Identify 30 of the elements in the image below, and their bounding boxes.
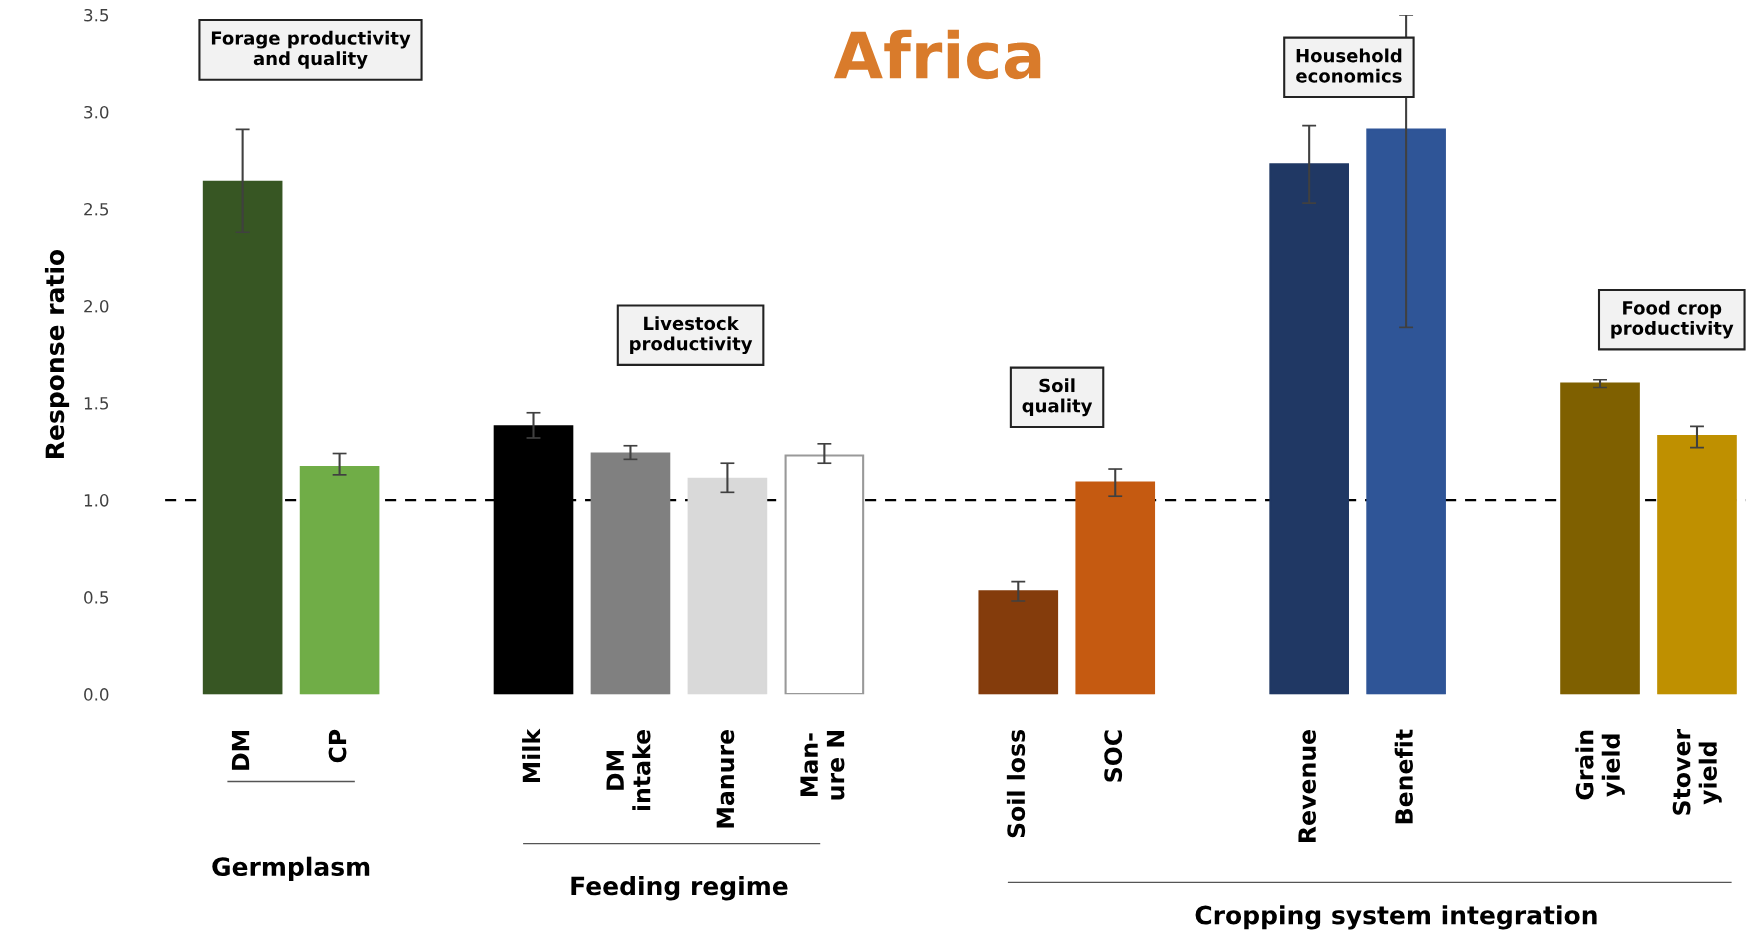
- x-tick-label: SOC: [1104, 730, 1123, 782]
- annotation: Forage productivity and quality: [211, 30, 411, 69]
- x-tick-label: Soil loss: [1006, 729, 1026, 838]
- x-tick-label: CP: [328, 729, 347, 763]
- x-tick-label: Stover yield: [1672, 728, 1722, 815]
- y-tick-label: 2.5: [84, 202, 109, 216]
- x-tick-label: Grain yield: [1575, 730, 1625, 800]
- annotation: Soil quality: [1022, 378, 1093, 417]
- annotation: Food crop productivity: [1611, 300, 1734, 339]
- y-tick-label: 0.0: [84, 688, 109, 701]
- x-tick-label: DM: [231, 731, 250, 770]
- annotation: Livestock productivity: [630, 316, 753, 355]
- chart-title: Africa: [833, 29, 1041, 80]
- y-tick-label: 1.5: [84, 397, 109, 410]
- text: Germplasm: [212, 856, 370, 881]
- annotation: Household economics: [1296, 48, 1402, 83]
- y-tick-label: 3.5: [84, 8, 109, 22]
- x-tick-label: DM intake: [606, 730, 651, 811]
- text: Feeding regime: [571, 876, 788, 901]
- x-tick-label: Manure: [716, 730, 735, 828]
- x-tick-label: Milk: [522, 728, 541, 783]
- y-tick-label: 1.0: [84, 494, 109, 507]
- x-tick-label: Revenue: [1298, 730, 1317, 842]
- x-tick-label: Man- ure N: [800, 731, 845, 800]
- y-tick-label: 0.5: [84, 591, 109, 604]
- text: Cropping system integration: [1195, 905, 1597, 930]
- x-tick-label: Benefit: [1394, 729, 1413, 824]
- y-tick-label: 3.0: [84, 105, 109, 119]
- y-axis-title: Response ratio: [44, 249, 70, 458]
- y-tick-label: 2.0: [84, 299, 109, 313]
